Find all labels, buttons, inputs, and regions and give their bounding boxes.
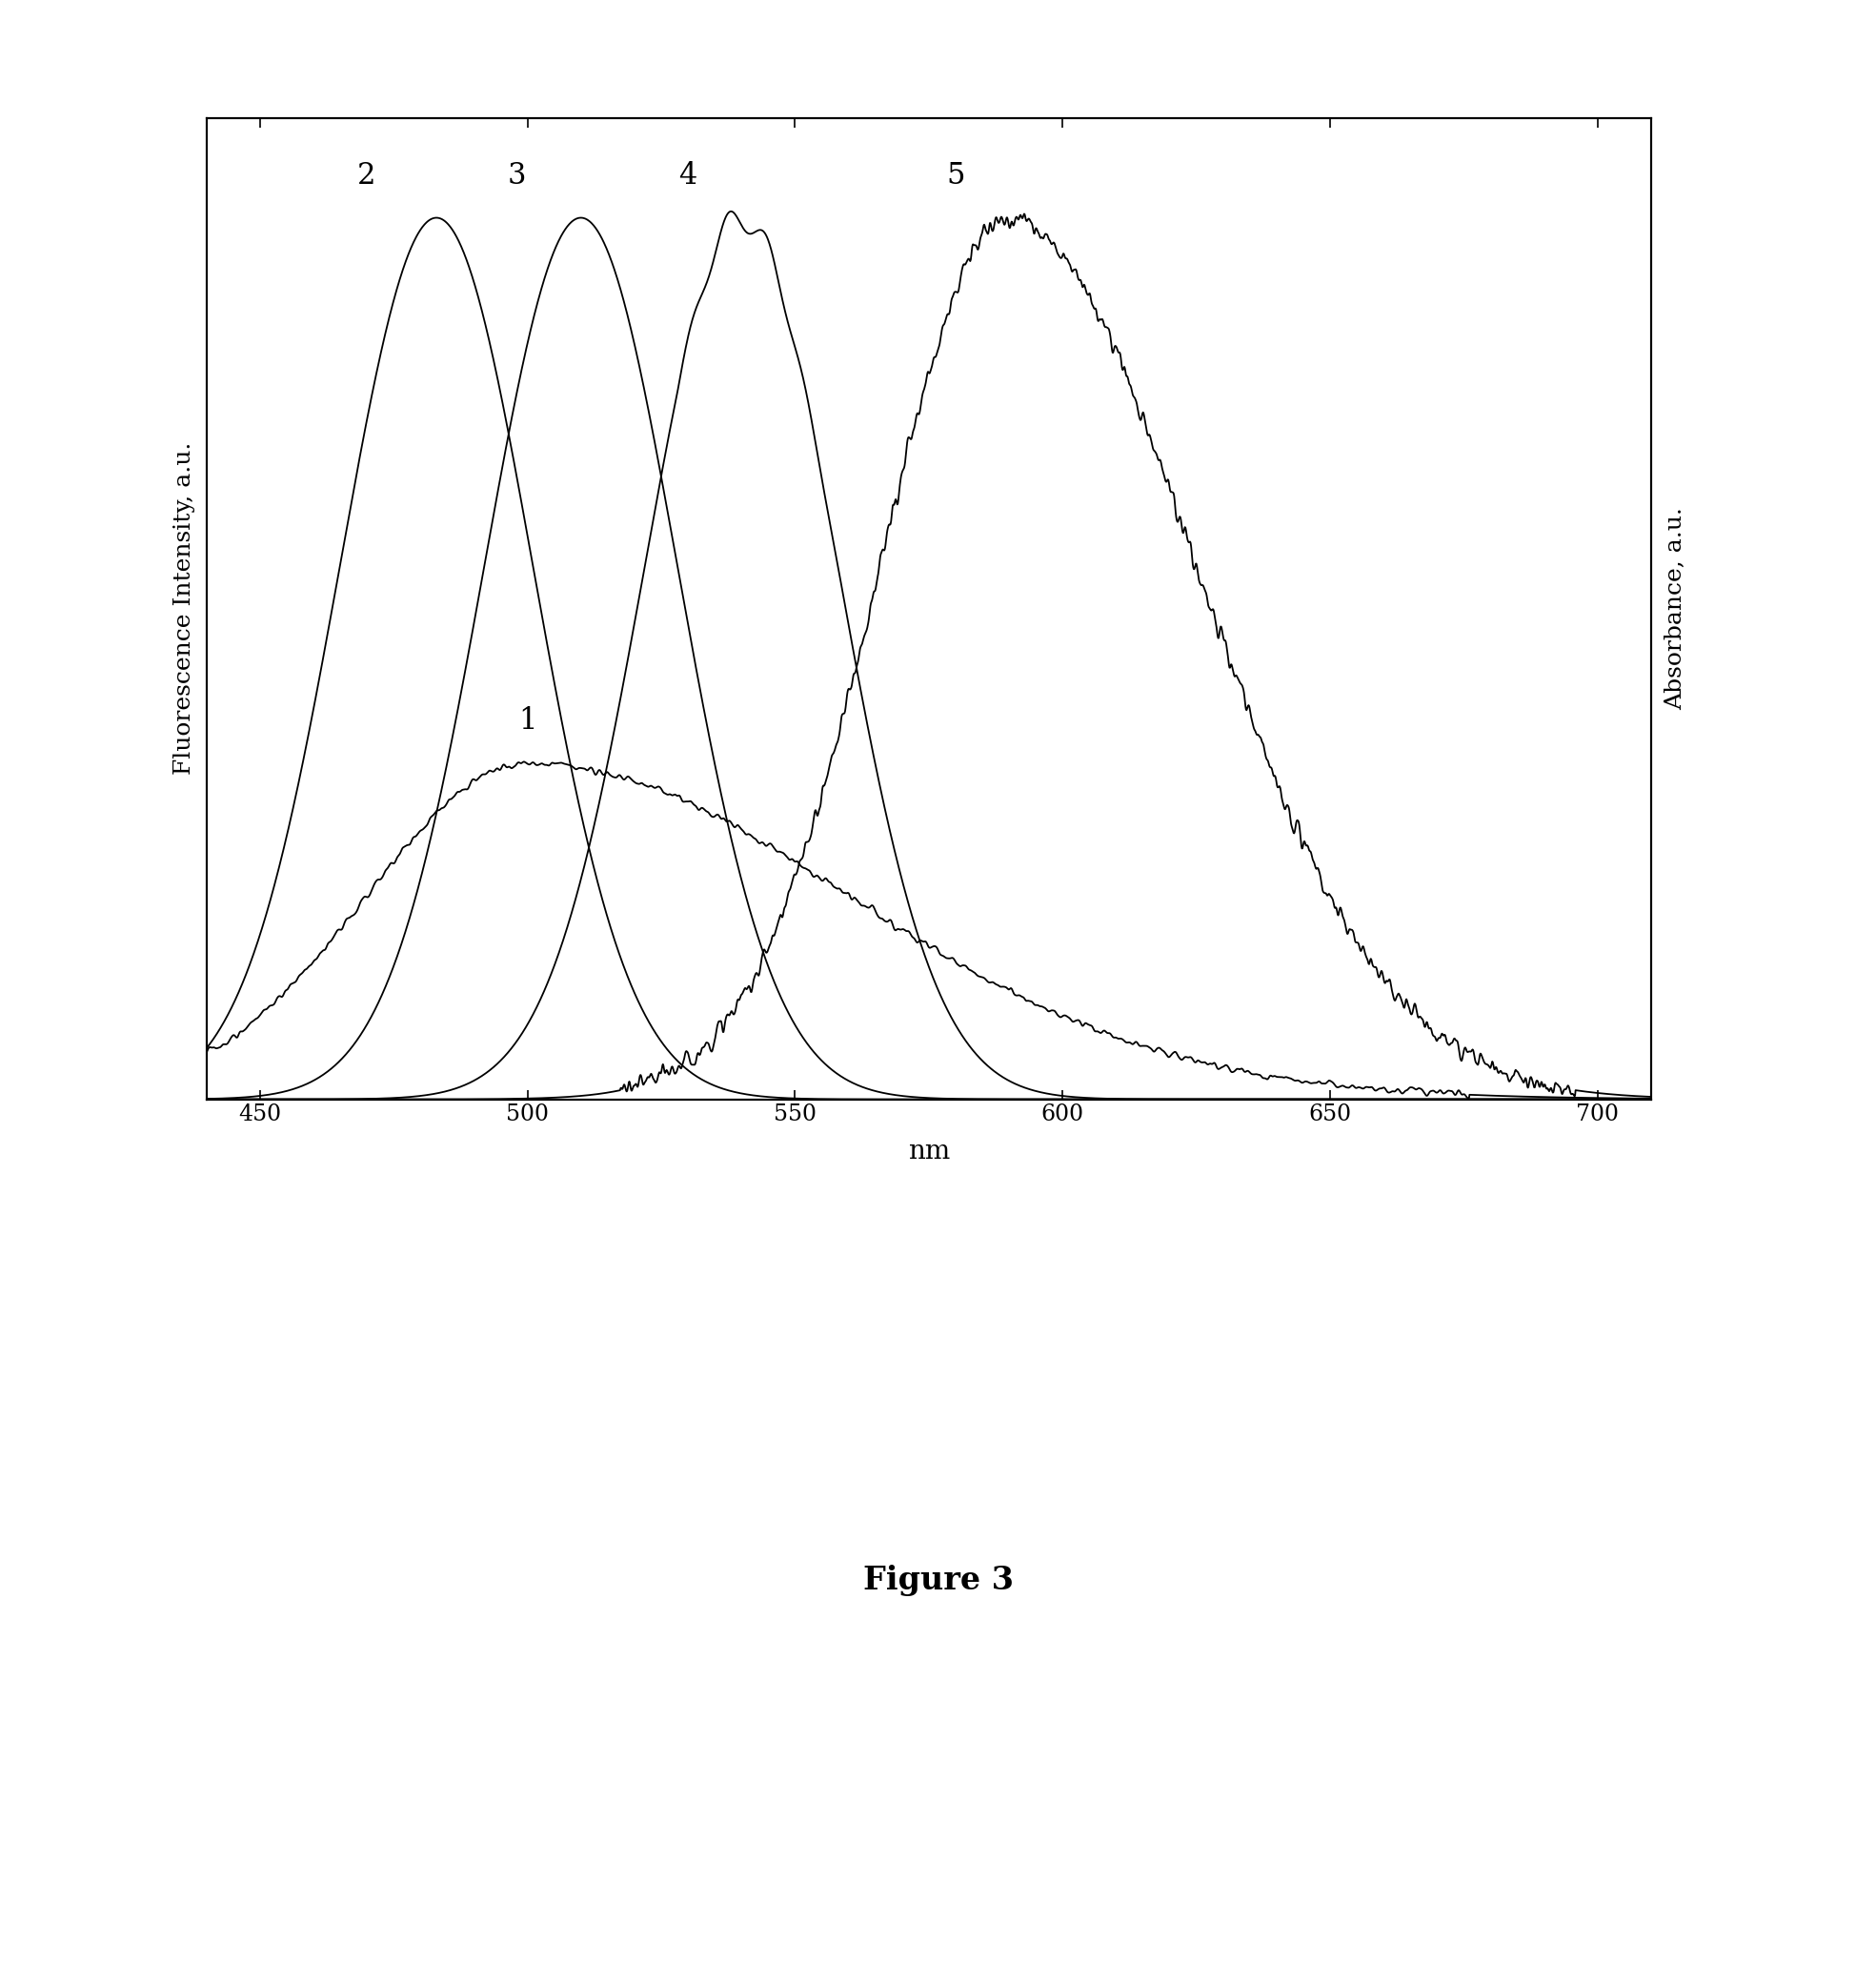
Text: 2: 2 <box>358 161 377 190</box>
Text: 1: 1 <box>518 707 537 736</box>
X-axis label: nm: nm <box>908 1139 949 1164</box>
Y-axis label: Absorbance, a.u.: Absorbance, a.u. <box>1664 506 1687 711</box>
Y-axis label: Fluorescence Intensity, a.u.: Fluorescence Intensity, a.u. <box>174 442 195 775</box>
Text: 3: 3 <box>507 161 525 190</box>
Text: Figure 3: Figure 3 <box>863 1565 1013 1596</box>
Text: 5: 5 <box>946 161 964 190</box>
Text: 4: 4 <box>679 161 698 190</box>
